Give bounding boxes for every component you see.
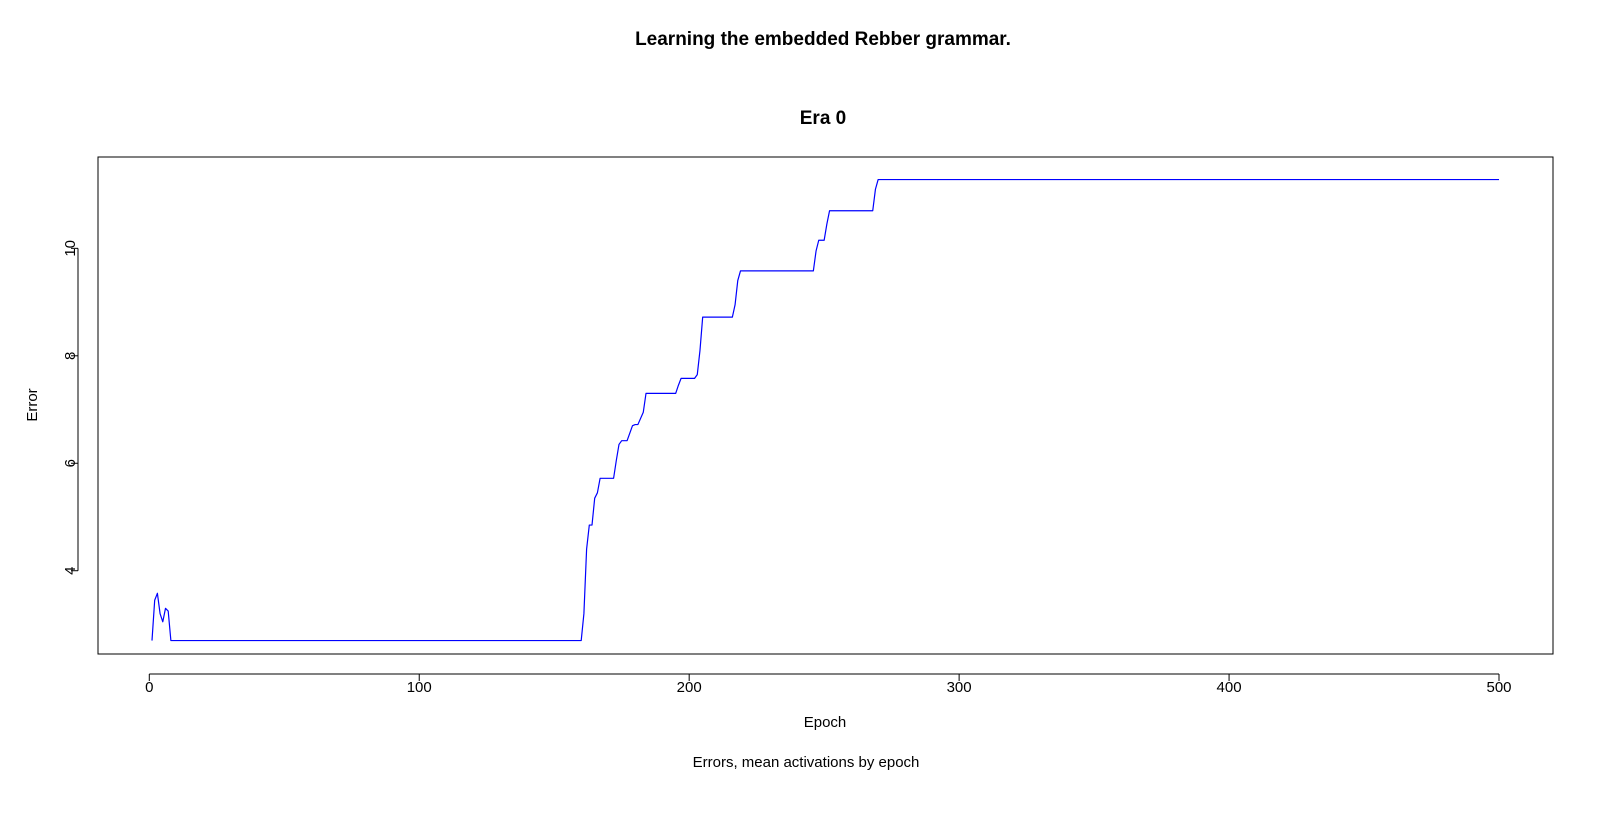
- y-tick-label: 4: [62, 567, 79, 575]
- y-axis: 4 6 8 10: [62, 240, 79, 575]
- x-tick-label: 400: [1217, 679, 1242, 696]
- chart-title: Learning the embedded Rebber grammar.: [635, 29, 1011, 50]
- x-tick-label: 100: [407, 679, 432, 696]
- x-tick-label: 500: [1486, 679, 1511, 696]
- chart-subtitle: Era 0: [800, 108, 846, 129]
- x-tick-label: 0: [145, 679, 153, 696]
- plot-frame: [97, 156, 1554, 655]
- x-tick-label: 200: [677, 679, 702, 696]
- x-axis-label: Epoch: [804, 714, 847, 731]
- y-tick-label: 10: [62, 240, 79, 257]
- y-tick-label: 6: [62, 459, 79, 467]
- x-tick-label: 300: [947, 679, 972, 696]
- error-series-line: [151, 178, 1500, 642]
- x-axis: 0 100 200 300 400 500: [145, 673, 1512, 696]
- series-layer: [151, 178, 1500, 642]
- y-axis-label: Error: [24, 388, 41, 421]
- y-tick-label: 8: [62, 352, 79, 360]
- chart-caption: Errors, mean activations by epoch: [693, 754, 920, 771]
